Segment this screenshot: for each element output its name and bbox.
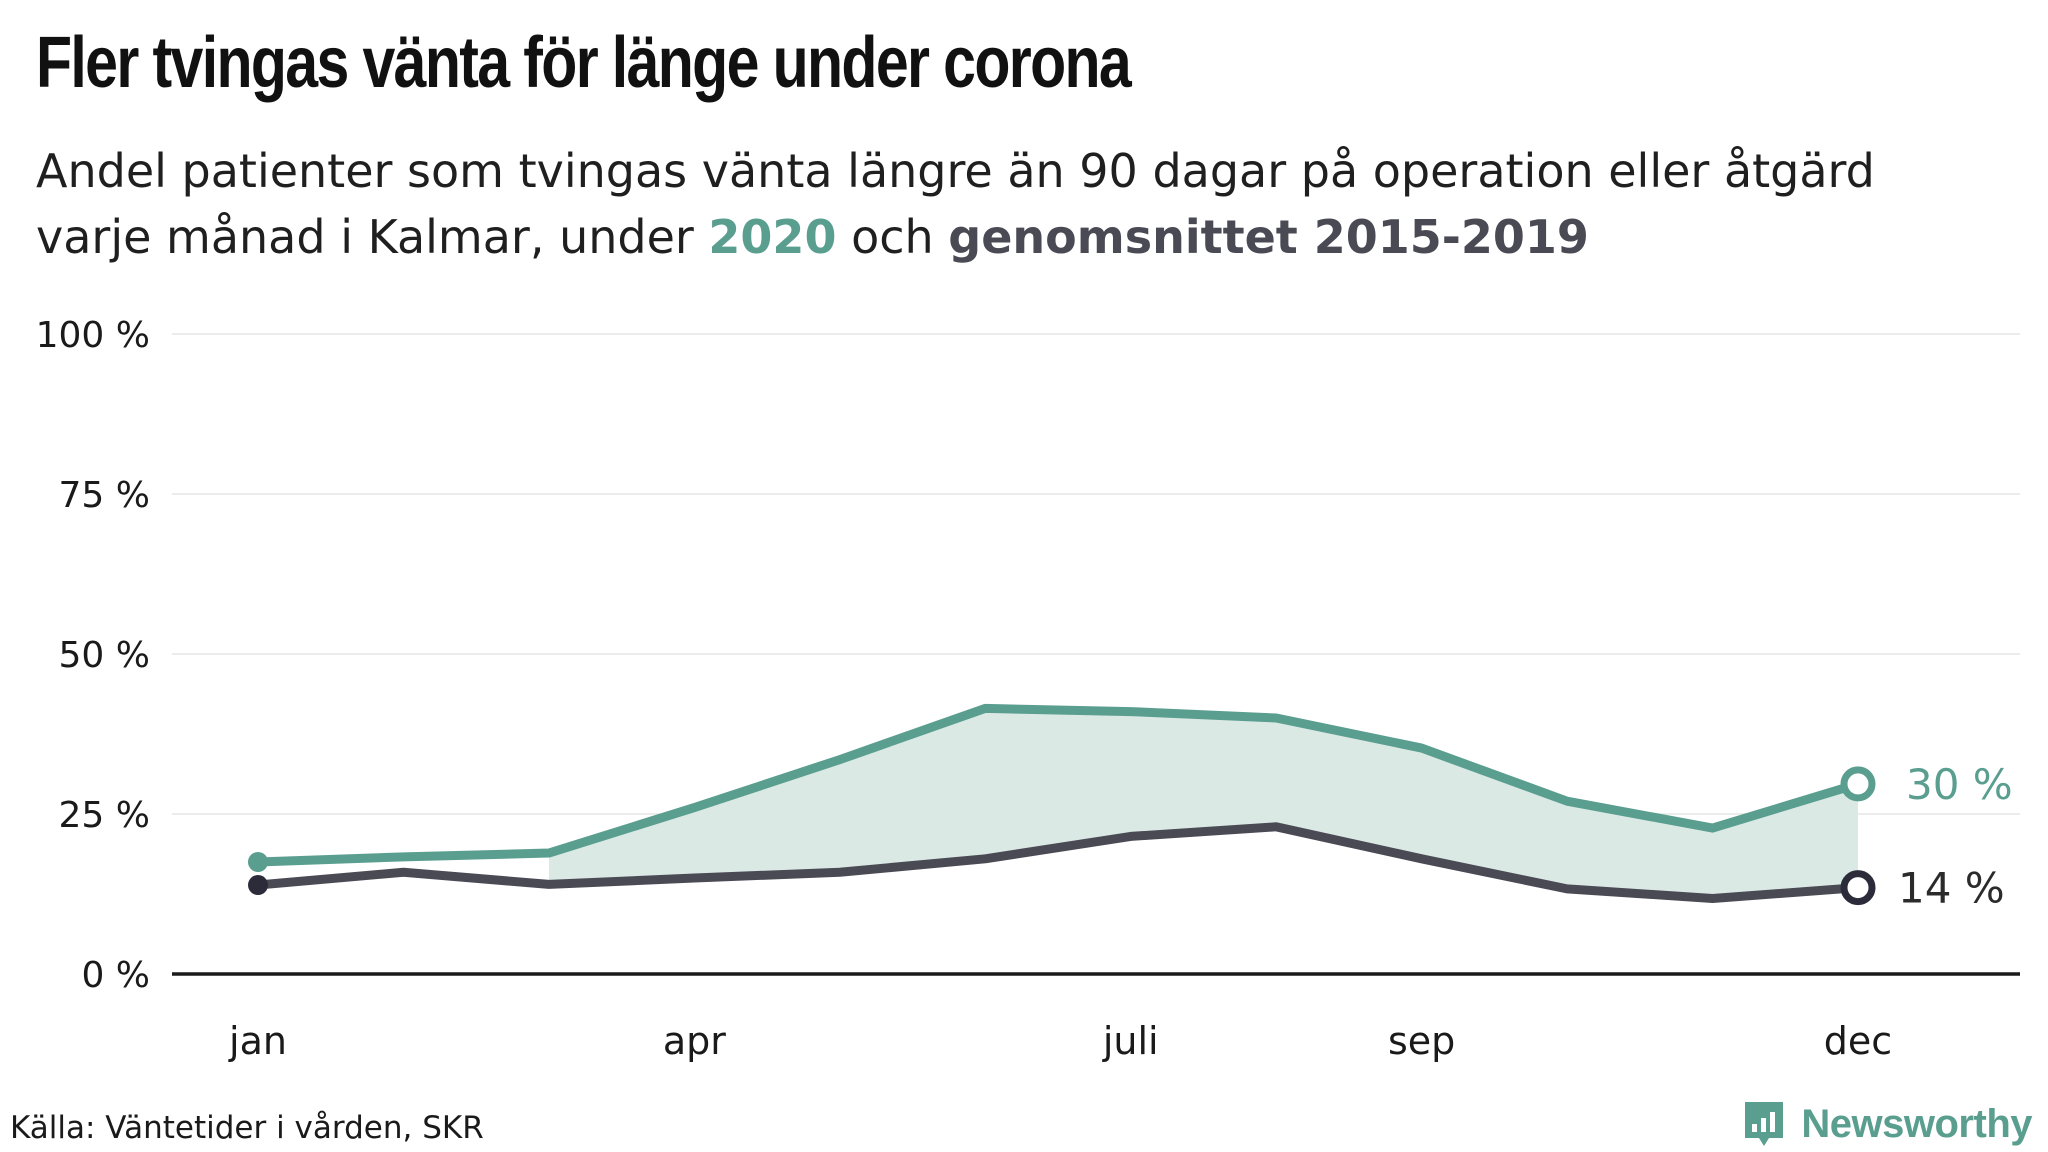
difference-area (548, 708, 1858, 899)
subtitle-line2-middle: och (836, 210, 949, 264)
subtitle-highlight-average: genomsnittet 2015-2019 (948, 210, 1589, 264)
brand-logo: Newsworthy (1741, 1098, 2032, 1150)
chart-title: Fler tvingas vänta för länge under coron… (36, 23, 1132, 103)
series-average-start-marker (248, 875, 268, 896)
series-average-end-label: 14 % (1898, 864, 2005, 913)
y-tick-label: 50 % (59, 635, 150, 676)
y-tick-label: 100 % (36, 315, 150, 356)
subtitle-line1: Andel patienter som tvingas vänta längre… (36, 144, 1875, 198)
x-tick-label: jan (228, 1019, 287, 1063)
series-lines (253, 703, 1863, 903)
subtitle-highlight-2020: 2020 (708, 210, 837, 264)
series-line-average (253, 822, 1863, 903)
y-tick-label: 0 % (81, 955, 150, 996)
series-average-end-marker (1840, 870, 1876, 906)
y-tick-label: 25 % (59, 795, 150, 836)
series-markers (248, 766, 1876, 906)
series-2020-end-label: 30 % (1906, 760, 2013, 809)
x-tick-label: dec (1824, 1019, 1892, 1063)
x-tick-label: apr (663, 1019, 726, 1063)
subtitle-line2-prefix: varje månad i Kalmar, under (36, 210, 709, 264)
series-2020-start-marker (248, 852, 268, 872)
difference-area-fill (548, 708, 1858, 899)
axes: 0 % 25 % 50 % 75 % 100 % jan apr juli sep dec (36, 315, 2020, 1063)
brand-name: Newsworthy (1801, 1101, 2032, 1146)
newsworthy-logo-icon (1745, 1102, 1784, 1146)
source-note: Källa: Väntetider i vården, SKR (10, 1110, 484, 1146)
x-tick-label: juli (1102, 1019, 1159, 1063)
series-2020-end-marker (1840, 766, 1876, 802)
series-line-2020 (253, 703, 1863, 867)
gridlines (172, 333, 2020, 815)
line-chart: 0 % 25 % 50 % 75 % 100 % jan apr juli sep dec 30 … (36, 315, 2020, 1063)
chart-subtitle: Andel patienter som tvingas vänta längre… (36, 138, 2026, 270)
end-labels: 30 % 14 % (1898, 760, 2013, 913)
x-tick-label: sep (1388, 1019, 1455, 1063)
y-tick-label: 75 % (59, 475, 150, 516)
